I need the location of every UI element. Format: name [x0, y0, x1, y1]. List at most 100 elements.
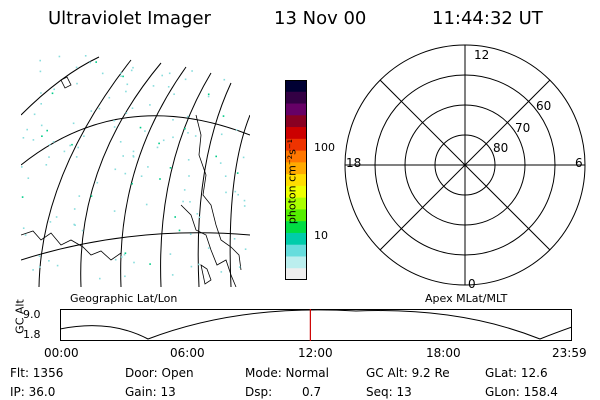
emission-pixel — [76, 82, 78, 85]
emission-pixel — [32, 139, 35, 141]
emission-pixel — [187, 159, 190, 161]
emission-pixel — [122, 75, 124, 78]
emission-pixel — [55, 216, 58, 218]
time-label: 11:44:32 UT — [432, 8, 543, 29]
colorbar-tick-10: 10 — [314, 229, 328, 242]
emission-pixel — [161, 74, 163, 77]
emission-pixel — [168, 72, 171, 75]
emission-pixel — [39, 59, 41, 62]
emission-pixel — [196, 213, 199, 215]
emission-pixel — [113, 119, 115, 122]
emission-pixel — [124, 252, 127, 254]
instrument-title: Ultraviolet Imager — [48, 8, 211, 29]
emission-pixel — [124, 275, 126, 278]
emission-pixel — [69, 144, 71, 147]
emission-pixel — [38, 255, 41, 257]
colorbar-band — [285, 150, 307, 163]
emission-pixel — [220, 271, 223, 273]
orbit-timeline — [60, 309, 572, 341]
emission-pixel — [114, 258, 117, 261]
emission-pixel — [52, 141, 55, 143]
emission-pixel — [74, 224, 76, 226]
emission-pixel — [49, 221, 52, 223]
emission-pixel — [21, 196, 24, 198]
longitude-line — [197, 82, 232, 287]
emission-pixel — [236, 172, 239, 174]
emission-pixel — [139, 126, 142, 129]
emission-pixel — [149, 104, 151, 106]
emission-pixel — [235, 129, 238, 131]
longitude-line — [120, 66, 187, 287]
colorbar-tick-100: 100 — [314, 141, 335, 154]
mlt-label-0: 0 — [468, 277, 476, 290]
emission-pixel — [222, 115, 225, 117]
gc-altitude-value: GC Alt: 9.2 Re — [366, 366, 450, 380]
emission-pixel — [99, 277, 101, 280]
emission-pixel — [207, 247, 210, 249]
emission-pixel — [131, 107, 134, 109]
dsp-value: 0.7 — [302, 385, 322, 399]
dsp-label: Dsp: — [245, 385, 273, 399]
sequence-value: Seq: 13 — [366, 385, 412, 399]
colorbar-band — [285, 268, 307, 280]
emission-pixel — [156, 146, 159, 149]
emission-pixel — [114, 168, 117, 171]
gain-value: Gain: 13 — [125, 385, 176, 399]
emission-pixel — [21, 166, 23, 168]
emission-pixel — [125, 90, 127, 93]
emission-pixel — [152, 85, 155, 87]
emission-pixel — [189, 233, 192, 235]
coastline — [21, 230, 122, 261]
emission-pixel — [132, 155, 135, 157]
time-tick-0000: 00:00 — [44, 346, 79, 360]
emission-pixel — [173, 93, 175, 95]
emission-pixel — [98, 107, 101, 110]
emission-pixel — [131, 182, 133, 185]
emission-pixel — [123, 253, 126, 256]
emission-pixel — [125, 112, 128, 114]
emission-pixel — [215, 155, 217, 158]
emission-pixel — [178, 229, 181, 232]
emission-pixel — [145, 203, 148, 206]
emission-pixel — [27, 177, 30, 179]
emission-pixel — [41, 135, 43, 137]
colorbar-band — [285, 209, 307, 222]
emission-pixel — [243, 205, 246, 207]
geo-latitude: GLat: 12.6 — [485, 366, 548, 380]
emission-pixel — [46, 129, 48, 132]
coastline — [195, 114, 242, 271]
door-status: Door: Open — [125, 366, 194, 380]
emission-pixel — [58, 55, 61, 58]
emission-pixel — [167, 86, 170, 88]
emission-pixel — [191, 70, 193, 72]
colorbar-band — [285, 221, 307, 234]
emission-pixel — [48, 260, 50, 262]
emission-pixel — [63, 150, 66, 153]
colorbar — [285, 80, 307, 280]
mlat-label-60: 60 — [536, 99, 551, 113]
emission-pixel — [132, 66, 134, 69]
colorbar-band — [285, 162, 307, 175]
emission-pixel — [238, 266, 241, 268]
emission-pixel — [223, 78, 226, 81]
y-tick-1-8: 1.8 — [23, 328, 41, 341]
emission-pixel — [183, 189, 186, 191]
colorbar-band — [285, 185, 307, 199]
time-tick-2359: 23:59 — [552, 346, 587, 360]
emission-pixel — [182, 200, 184, 203]
emission-pixel — [147, 166, 149, 168]
emission-pixel — [162, 139, 165, 142]
emission-pixel — [186, 115, 189, 118]
emission-pixel — [95, 61, 97, 63]
time-tick-0600: 06:00 — [170, 346, 205, 360]
emission-pixel — [119, 141, 122, 143]
emission-pixel — [22, 137, 25, 139]
emission-pixel — [90, 110, 93, 112]
emission-pixel — [237, 193, 239, 196]
geo-longitude: GLon: 158.4 — [485, 385, 558, 399]
emission-pixel — [187, 132, 189, 134]
date-label: 13 Nov 00 — [274, 8, 367, 29]
emission-pixel — [73, 223, 75, 226]
emission-pixel — [189, 201, 191, 203]
emission-pixel — [198, 216, 201, 218]
